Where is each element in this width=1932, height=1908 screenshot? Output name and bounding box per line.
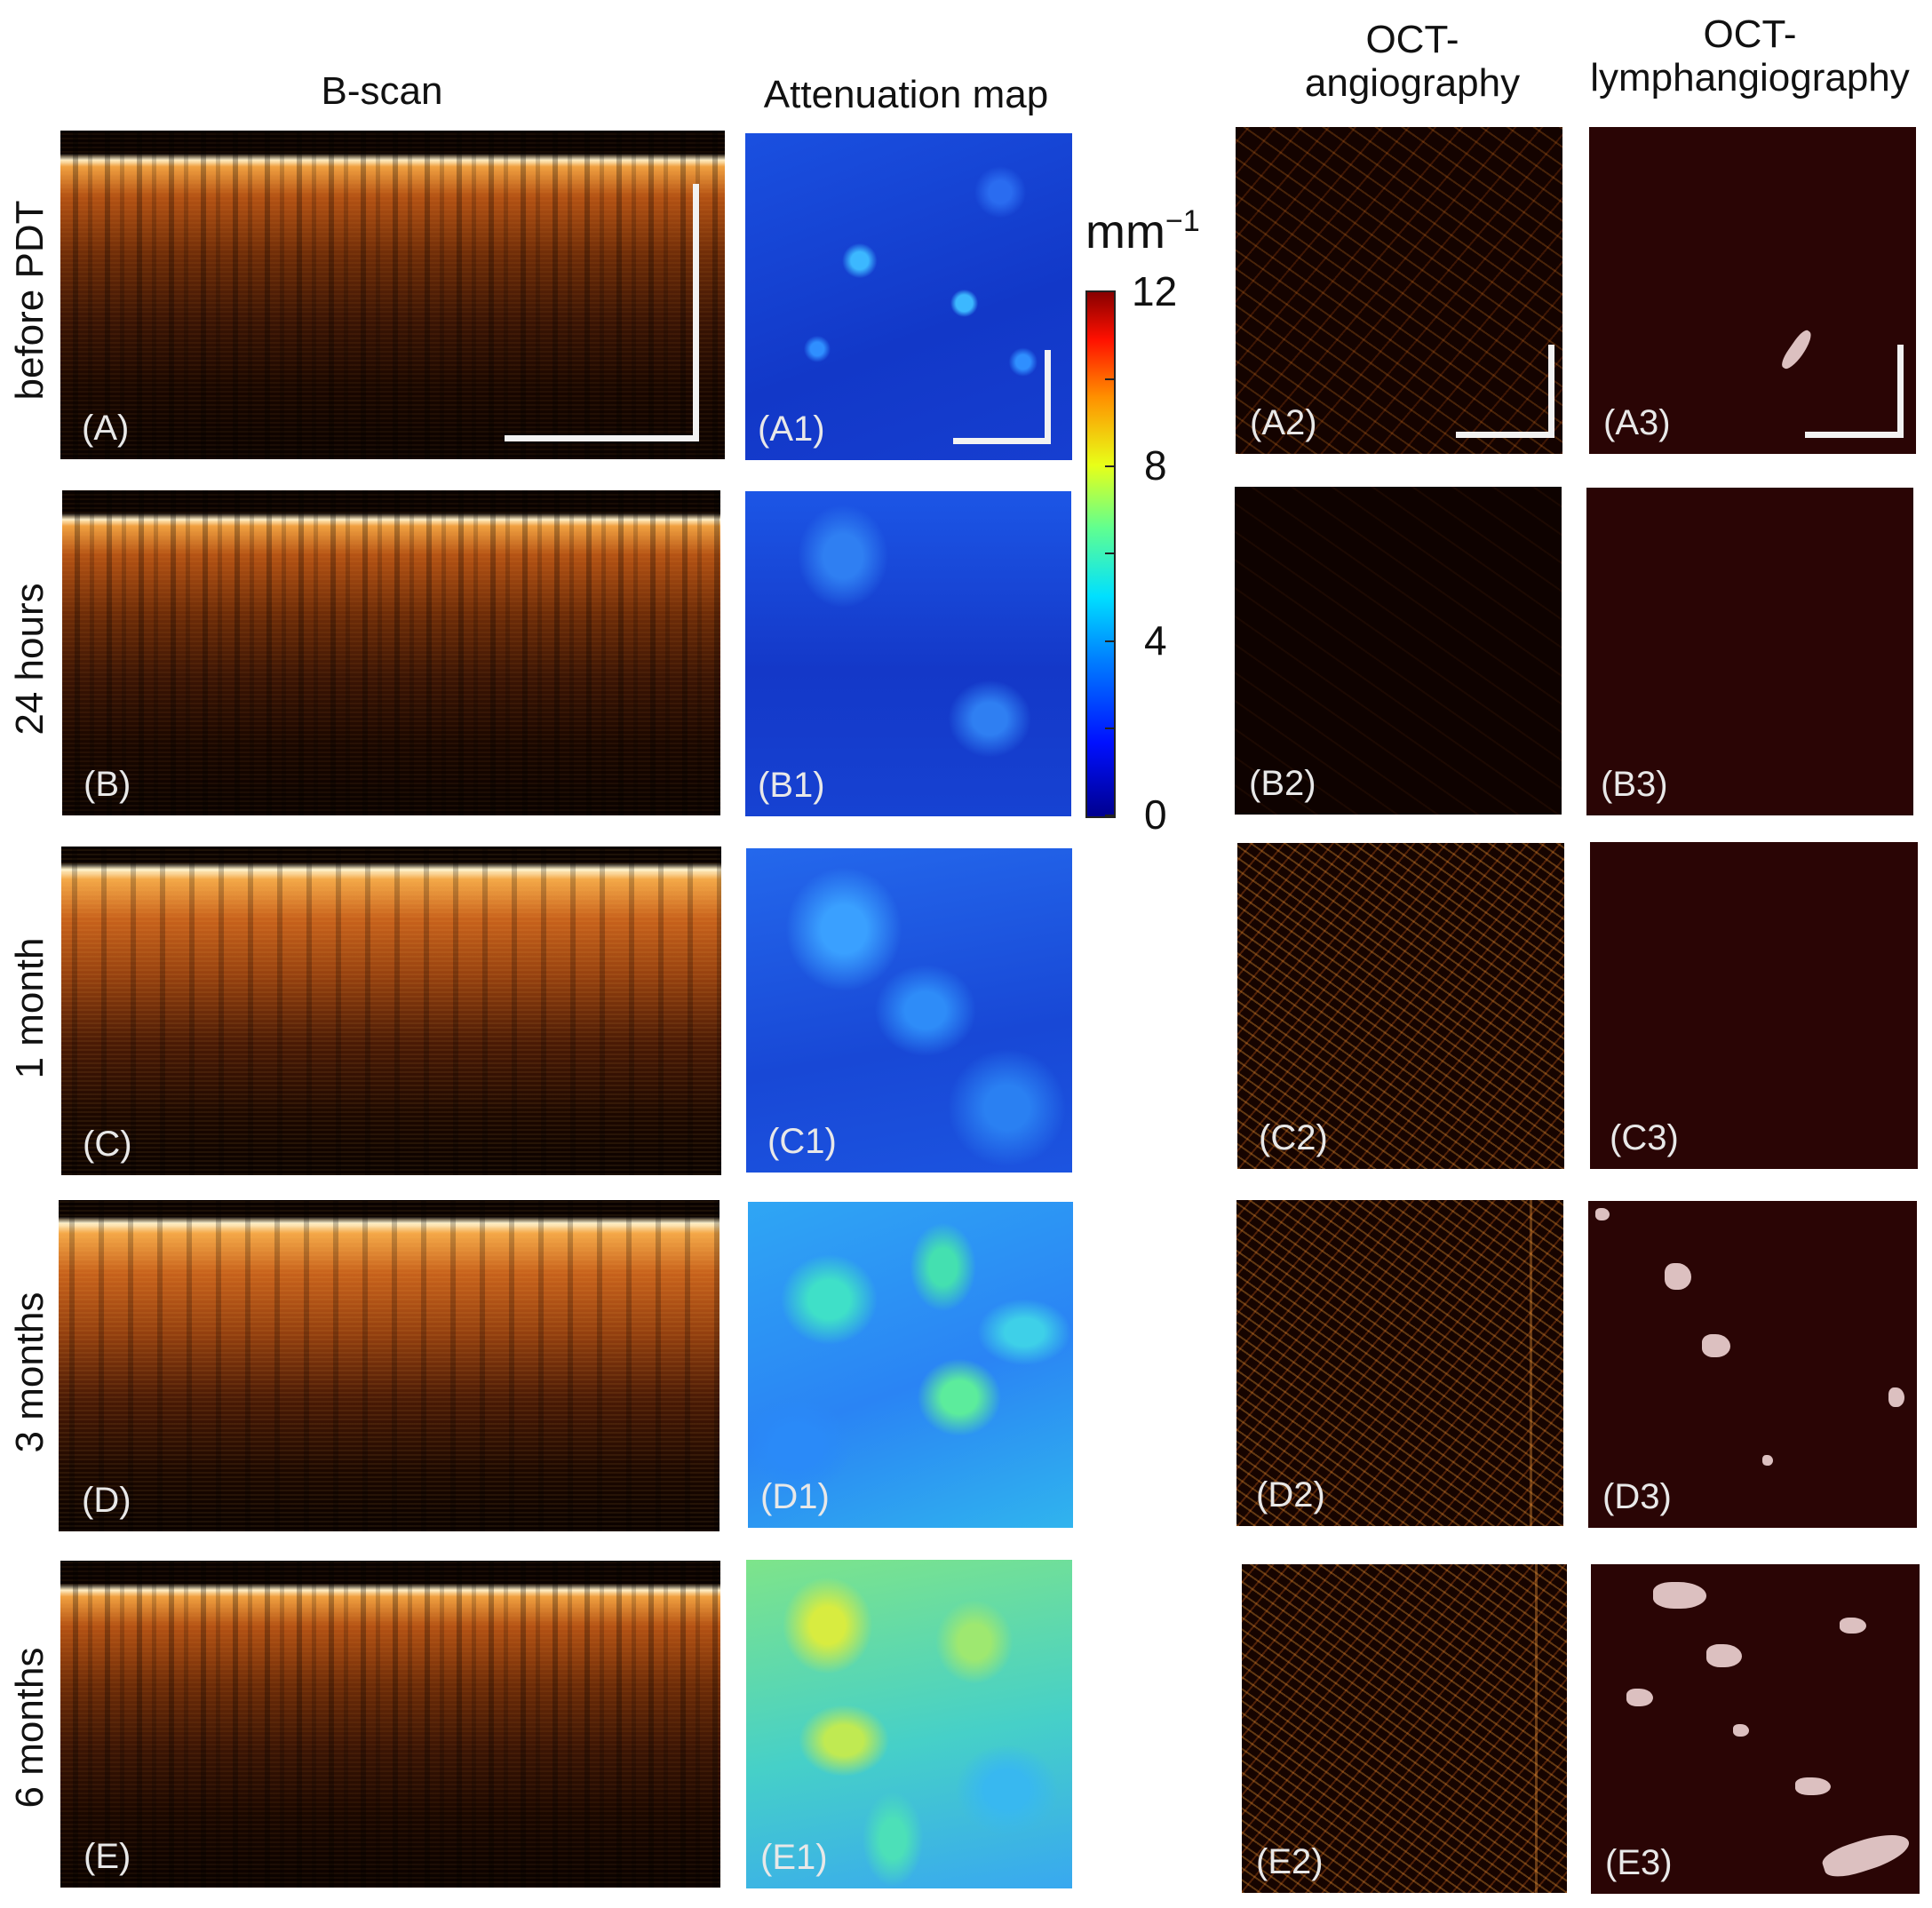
panel-tag: (A2): [1250, 403, 1317, 442]
colorbar-tick: [1105, 815, 1114, 816]
bscan-panel-c: (C): [61, 847, 721, 1175]
panel-tag: (C1): [767, 1122, 837, 1161]
column-title-angiography: OCT- angiography: [1226, 18, 1599, 106]
row-label-6-months: 6 months: [8, 1647, 52, 1809]
angiography-panel-a2: (A2): [1236, 127, 1562, 454]
lymph-vessel-blob: [1665, 1263, 1691, 1290]
row-label-1-month: 1 month: [8, 937, 52, 1079]
scalebar-horizontal: [1805, 432, 1904, 438]
panel-tag: (A1): [758, 409, 825, 449]
bscan-panel-a: (A): [60, 131, 725, 459]
lymphangiography-panel-c3: (C3): [1590, 842, 1918, 1169]
row-label-24-hours: 24 hours: [8, 583, 52, 735]
colorbar-tick: [1105, 378, 1114, 380]
lymphangiography-panel-d3: (D3): [1588, 1201, 1917, 1528]
attenuation-panel-d1: (D1): [748, 1202, 1073, 1528]
colorbar-label-0: 0: [1144, 791, 1167, 838]
colorbar-tick: [1105, 640, 1114, 642]
lymph-vessel-blob: [1778, 327, 1816, 373]
angiography-panel-d2: (D2): [1236, 1200, 1563, 1526]
lymph-vessel-blob: [1702, 1334, 1730, 1357]
colorbar-label-8: 8: [1144, 442, 1167, 489]
attenuation-panel-b1: (B1): [745, 491, 1071, 816]
panel-tag: (E1): [760, 1838, 828, 1877]
scalebar-horizontal: [1456, 432, 1554, 438]
scalebar-horizontal: [953, 438, 1051, 444]
panel-tag: (C3): [1610, 1118, 1679, 1157]
panel-tag: (D): [82, 1481, 131, 1520]
bscan-panel-e: (E): [60, 1561, 720, 1888]
panel-tag: (C): [83, 1125, 132, 1164]
panel-tag: (A3): [1603, 403, 1671, 442]
bscan-panel-d: (D): [59, 1200, 720, 1531]
panel-tag: (E): [83, 1837, 131, 1876]
lymphangiography-panel-e3: (E3): [1591, 1564, 1920, 1894]
colorbar-label-12: 12: [1132, 268, 1178, 314]
colorbar-tick: [1105, 290, 1114, 292]
lymphangiography-panel-b3: (B3): [1586, 488, 1913, 815]
panel-tag: (E3): [1605, 1843, 1673, 1882]
attenuation-panel-a1: (A1): [745, 133, 1072, 460]
angiography-panel-e2: (E2): [1242, 1564, 1567, 1893]
colorbar-unit: mm−1: [1085, 204, 1200, 259]
lymph-vessel-blob: [1888, 1387, 1904, 1407]
panel-tag: (D3): [1602, 1477, 1672, 1516]
lymph-vessel-blob: [1840, 1618, 1866, 1634]
panel-tag: (D2): [1256, 1475, 1325, 1514]
colorbar-tick: [1105, 553, 1114, 554]
panel-tag: (B): [83, 765, 131, 804]
lymphangiography-panel-a3: (A3): [1589, 127, 1916, 454]
lymph-vessel-blob: [1595, 1208, 1610, 1220]
attenuation-panel-c1: (C1): [746, 848, 1072, 1173]
angiography-panel-b2: (B2): [1235, 487, 1562, 815]
scalebar-horizontal: [505, 435, 699, 441]
lymph-vessel-blob: [1762, 1455, 1773, 1466]
scalebar-vertical: [1548, 345, 1554, 438]
lymph-vessel-blob: [1795, 1777, 1831, 1795]
column-title-angiography-line2: angiography: [1304, 61, 1521, 106]
attenuation-panel-e1: (E1): [746, 1560, 1072, 1888]
bscan-panel-b: (B): [62, 490, 720, 815]
panel-tag: (D1): [760, 1477, 830, 1516]
column-title-lymphangiography: OCT- lymphangiography: [1572, 12, 1928, 100]
lymph-vessel-blob: [1653, 1582, 1706, 1609]
colorbar-gradient: [1085, 290, 1116, 818]
colorbar-label-4: 4: [1144, 617, 1167, 664]
column-title-angiography-line1: OCT-: [1365, 18, 1459, 61]
panel-tag: (B1): [758, 766, 825, 805]
column-title-bscan: B-scan: [321, 69, 443, 113]
colorbar-tick: [1105, 727, 1114, 729]
angiography-panel-c2: (C2): [1237, 843, 1564, 1169]
colorbar-unit-base: mm: [1085, 205, 1165, 258]
colorbar-tick: [1105, 465, 1114, 467]
panel-tag: (E2): [1256, 1842, 1324, 1881]
panel-tag: (C2): [1259, 1118, 1328, 1157]
column-title-attenuation: Attenuation map: [763, 73, 1049, 116]
panel-tag: (B2): [1249, 764, 1316, 803]
scalebar-vertical: [1897, 345, 1904, 438]
lymph-vessel-blob: [1706, 1644, 1742, 1667]
lymph-vessel-blob: [1626, 1689, 1653, 1706]
colorbar-unit-exponent: −1: [1165, 204, 1200, 238]
row-label-3-months: 3 months: [8, 1292, 52, 1453]
column-title-lymph-line1: OCT-: [1703, 12, 1797, 56]
column-title-lymph-line2: lymphangiography: [1590, 56, 1910, 100]
lymph-vessel-blob: [1819, 1826, 1913, 1883]
scalebar-vertical: [1045, 350, 1051, 444]
scalebar-vertical: [693, 184, 699, 441]
panel-tag: (A): [82, 409, 130, 448]
row-label-before-pdt: before PDT: [8, 200, 52, 401]
lymph-vessel-blob: [1733, 1724, 1749, 1737]
panel-tag: (B3): [1601, 765, 1668, 804]
